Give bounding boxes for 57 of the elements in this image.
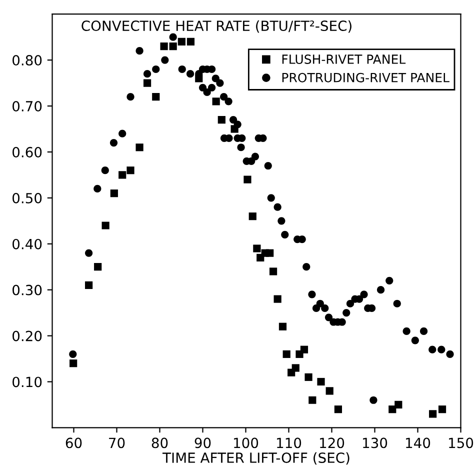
point xyxy=(70,360,78,368)
point xyxy=(160,42,168,50)
x-axis-title: TIME AFTER LIFT-OFF (SEC) xyxy=(162,452,350,465)
x-tick-label: 70 xyxy=(109,438,125,448)
point xyxy=(274,295,282,303)
point xyxy=(266,249,274,257)
point xyxy=(300,346,308,354)
point xyxy=(308,396,316,404)
point xyxy=(186,38,195,46)
x-tick-label: 140 xyxy=(406,438,430,448)
point xyxy=(269,268,278,276)
point xyxy=(244,176,252,184)
point xyxy=(253,244,261,252)
point xyxy=(84,281,93,290)
point xyxy=(388,406,396,414)
y-axis-title: CONVECTIVE HEAT RATE (BTU/FT²-SEC) xyxy=(82,20,352,33)
y-tick-label: 0.10 xyxy=(12,376,42,388)
point xyxy=(178,38,186,46)
x-tick-label: 130 xyxy=(363,438,388,448)
x-tick-label: 80 xyxy=(152,438,168,448)
point xyxy=(326,387,334,395)
y-tick-label: 0.60 xyxy=(12,146,42,158)
point xyxy=(118,171,126,179)
y-tick-label: 0.50 xyxy=(12,192,42,204)
y-tick-label: 0.20 xyxy=(12,330,42,342)
point xyxy=(304,373,312,381)
point xyxy=(212,98,220,106)
y-tick-label: 0.70 xyxy=(12,100,42,112)
y-tick-label: 0.30 xyxy=(12,284,42,296)
point xyxy=(218,116,226,124)
point xyxy=(94,263,102,271)
x-tick-label: 90 xyxy=(194,438,211,448)
point xyxy=(317,378,325,386)
point xyxy=(169,42,177,50)
point xyxy=(152,93,160,101)
x-tick-label: 120 xyxy=(320,438,344,448)
x-tick-label: 100 xyxy=(234,438,258,448)
point xyxy=(278,322,287,330)
point xyxy=(248,212,256,220)
point xyxy=(428,410,437,418)
point xyxy=(136,144,144,152)
legend-label: PROTRUDING-RIVET PANEL xyxy=(282,72,450,82)
point xyxy=(438,406,446,414)
point xyxy=(102,222,110,230)
point xyxy=(126,166,134,174)
x-tick-label: 60 xyxy=(66,438,82,448)
point xyxy=(334,406,342,414)
y-tick-label: 0.40 xyxy=(12,238,42,250)
point xyxy=(394,400,402,409)
x-tick-label: 110 xyxy=(277,438,302,448)
y-tick-label: 0.80 xyxy=(12,55,42,66)
point xyxy=(282,350,290,358)
point xyxy=(292,364,300,372)
point xyxy=(143,79,152,87)
x-tick-label: 150 xyxy=(449,438,474,448)
legend-label: FLUSH-RIVET PANEL xyxy=(282,54,406,64)
point xyxy=(110,190,118,198)
